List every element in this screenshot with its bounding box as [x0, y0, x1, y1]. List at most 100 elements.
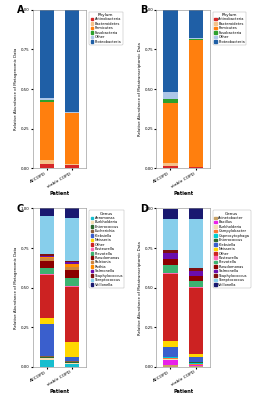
Y-axis label: Relative Abundance of Metagenomic Data: Relative Abundance of Metagenomic Data — [14, 48, 19, 130]
Bar — [65, 278, 79, 286]
Bar — [40, 268, 54, 274]
Bar — [189, 362, 203, 363]
Bar — [65, 364, 79, 367]
Bar — [65, 208, 79, 218]
Bar — [189, 288, 203, 354]
Bar — [189, 205, 203, 219]
Bar — [189, 271, 203, 276]
Bar — [189, 280, 203, 287]
Bar — [65, 363, 79, 364]
X-axis label: Patient: Patient — [173, 390, 193, 394]
Bar — [40, 358, 54, 360]
Bar — [189, 354, 203, 358]
Bar — [189, 167, 203, 168]
Text: C: C — [17, 204, 24, 214]
Bar — [40, 274, 54, 275]
Bar — [189, 38, 203, 39]
Y-axis label: Relative Abundance of Metatranscriptomic Data: Relative Abundance of Metatranscriptomic… — [138, 241, 142, 334]
Bar — [65, 218, 79, 261]
Legend: Acinetobacter, Bacillus, Burkholderia, Campylobacter, Capnocytophaga, Enterococc: Acinetobacter, Bacillus, Burkholderia, C… — [213, 210, 251, 288]
Bar — [40, 318, 54, 324]
Bar — [189, 365, 203, 366]
Bar — [163, 347, 178, 357]
Bar — [189, 40, 203, 166]
Bar — [40, 360, 54, 367]
Bar — [163, 357, 178, 358]
X-axis label: Patient: Patient — [49, 191, 69, 196]
Bar — [40, 256, 54, 257]
X-axis label: Patient: Patient — [49, 390, 69, 394]
Bar — [40, 102, 54, 160]
Bar — [163, 341, 178, 347]
Bar — [40, 10, 54, 98]
Bar — [65, 112, 79, 113]
Bar — [40, 216, 54, 254]
Bar — [65, 342, 79, 357]
Bar — [65, 287, 79, 342]
Bar — [163, 209, 178, 220]
Bar — [163, 163, 178, 166]
Bar — [40, 254, 54, 256]
Text: D: D — [141, 204, 149, 214]
Bar — [189, 10, 203, 38]
Bar — [40, 98, 54, 100]
Bar — [189, 366, 203, 367]
Bar — [163, 98, 178, 102]
Bar — [65, 267, 79, 270]
Bar — [163, 92, 178, 98]
Bar — [189, 363, 203, 364]
Bar — [189, 287, 203, 288]
Bar — [65, 262, 79, 264]
Legend: Actinobacteria, Bacteroidetes, Firmicutes, Fusobacteria, Other, Proteobacteria: Actinobacteria, Bacteroidetes, Firmicute… — [89, 12, 123, 45]
Bar — [40, 258, 54, 262]
Bar — [65, 357, 79, 361]
Bar — [189, 276, 203, 280]
Bar — [65, 113, 79, 114]
Bar — [163, 273, 178, 274]
X-axis label: Patient: Patient — [173, 191, 193, 196]
Bar — [40, 164, 54, 168]
Text: A: A — [17, 5, 24, 15]
Bar — [189, 219, 203, 268]
Bar — [65, 114, 79, 164]
Legend: Actinobacteria, Bacteroidetes, Firmicutes, Fusobacteria, Other, Proteobacteria: Actinobacteria, Bacteroidetes, Firmicute… — [213, 12, 246, 45]
Bar — [163, 220, 178, 250]
Bar — [40, 262, 54, 268]
Bar — [65, 362, 79, 363]
Bar — [163, 360, 178, 365]
Bar — [163, 10, 178, 92]
Bar — [65, 286, 79, 287]
Bar — [65, 270, 79, 278]
Bar — [163, 266, 178, 273]
Bar — [40, 324, 54, 356]
Legend: Aeromonas, Burkholderia, Enterococcus, Escherichia, Klebsiella, Neisseria, Other: Aeromonas, Burkholderia, Enterococcus, E… — [89, 210, 124, 288]
Bar — [65, 261, 79, 262]
Bar — [163, 358, 178, 359]
Bar — [65, 166, 79, 168]
Bar — [40, 160, 54, 164]
Bar — [163, 274, 178, 341]
Bar — [189, 358, 203, 362]
Bar — [65, 361, 79, 362]
Bar — [189, 166, 203, 167]
Bar — [163, 359, 178, 360]
Bar — [163, 253, 178, 259]
Bar — [40, 100, 54, 102]
Bar — [65, 10, 79, 112]
Y-axis label: Relative Abundance of Metatranscriptomic Data: Relative Abundance of Metatranscriptomic… — [138, 42, 142, 136]
Bar — [40, 275, 54, 318]
Bar — [163, 259, 178, 266]
Bar — [40, 257, 54, 258]
Bar — [189, 39, 203, 40]
Bar — [163, 102, 178, 163]
Y-axis label: Relative Abundance of Metagenomic Data: Relative Abundance of Metagenomic Data — [14, 246, 19, 329]
Bar — [40, 208, 54, 216]
Bar — [163, 250, 178, 253]
Text: B: B — [141, 5, 148, 15]
Bar — [189, 268, 203, 271]
Bar — [40, 356, 54, 358]
Bar — [163, 365, 178, 367]
Bar — [65, 264, 79, 267]
Bar — [163, 166, 178, 168]
Bar — [65, 164, 79, 166]
